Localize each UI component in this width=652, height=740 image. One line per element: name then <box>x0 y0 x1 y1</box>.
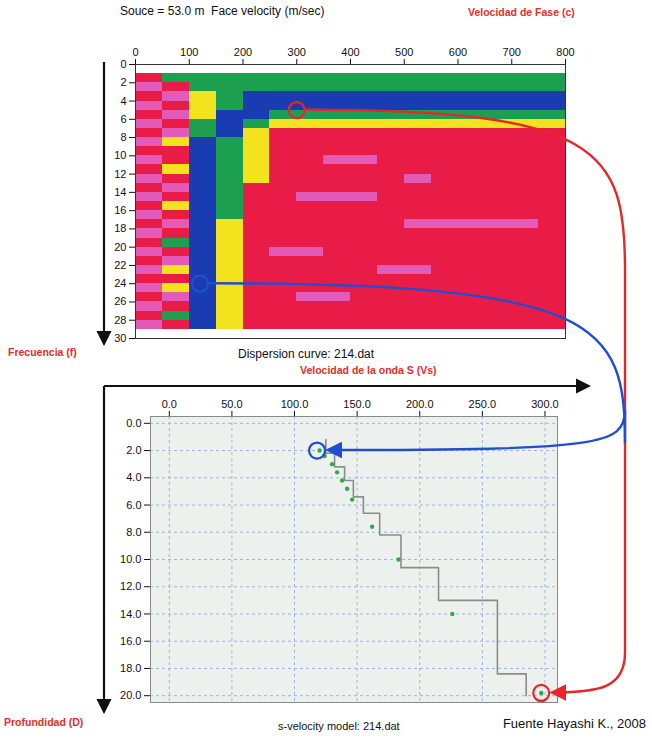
svg-text:300.0: 300.0 <box>531 398 559 410</box>
svg-text:50.0: 50.0 <box>221 398 242 410</box>
svg-text:100.0: 100.0 <box>281 398 309 410</box>
svg-text:10.0: 10.0 <box>120 553 141 565</box>
svg-text:8.0: 8.0 <box>126 526 141 538</box>
svg-text:0: 0 <box>120 58 126 70</box>
svg-text:250.0: 250.0 <box>469 398 497 410</box>
svg-text:4: 4 <box>120 95 126 107</box>
svg-text:28: 28 <box>114 314 126 326</box>
html-text:s-velocity model: 214.dat: s-velocity model: 214.dat <box>278 720 400 732</box>
svg-text:2.0: 2.0 <box>126 444 141 456</box>
svg-text:700: 700 <box>503 46 521 58</box>
html-text:Dispersion curve: 214.dat: Dispersion curve: 214.dat <box>238 347 375 361</box>
html-text:Souce = 53.0 m Face velocity (: Souce = 53.0 m Face velocity (m/sec) <box>120 4 325 18</box>
svg-text:0.0: 0.0 <box>162 398 177 410</box>
svg-text:800: 800 <box>556 46 574 58</box>
svg-text:0: 0 <box>132 46 138 58</box>
svg-text:20.0: 20.0 <box>120 689 141 701</box>
svg-text:500: 500 <box>395 46 413 58</box>
svg-text:14: 14 <box>114 186 126 198</box>
svg-text:20: 20 <box>114 241 126 253</box>
svg-text:200: 200 <box>234 46 252 58</box>
svg-text:26: 26 <box>114 295 126 307</box>
svg-text:600: 600 <box>449 46 467 58</box>
svg-text:150.0: 150.0 <box>343 398 371 410</box>
svg-text:8: 8 <box>120 131 126 143</box>
svg-text:22: 22 <box>114 259 126 271</box>
svg-text:24: 24 <box>114 277 126 289</box>
svg-text:10: 10 <box>114 149 126 161</box>
svg-text:18.0: 18.0 <box>120 662 141 674</box>
svg-text:30: 30 <box>114 332 126 344</box>
svg-text:6.0: 6.0 <box>126 499 141 511</box>
svg-text:18: 18 <box>114 222 126 234</box>
svg-text:6: 6 <box>120 113 126 125</box>
svg-text:14.0: 14.0 <box>120 607 141 619</box>
html-text:Frecuencia (f): Frecuencia (f) <box>8 346 77 358</box>
html-text:Profundidad (D): Profundidad (D) <box>4 716 84 728</box>
html-text:Velocidad de la onda S (Vs): Velocidad de la onda S (Vs) <box>300 364 437 376</box>
html-text:Velocidad de Fase (c): Velocidad de Fase (c) <box>468 6 575 18</box>
svg-text:100: 100 <box>180 46 198 58</box>
svg-text:12: 12 <box>114 168 126 180</box>
svg-text:16: 16 <box>114 204 126 216</box>
svg-text:200.0: 200.0 <box>406 398 434 410</box>
svg-text:400: 400 <box>341 46 359 58</box>
svg-text:4.0: 4.0 <box>126 471 141 483</box>
svg-text:12.0: 12.0 <box>120 580 141 592</box>
html-text:Fuente Hayashi K., 2008: Fuente Hayashi K., 2008 <box>502 716 646 731</box>
svg-text:300: 300 <box>288 46 306 58</box>
svg-text:0.0: 0.0 <box>126 417 141 429</box>
svg-text:16.0: 16.0 <box>120 635 141 647</box>
svg-text:2: 2 <box>120 76 126 88</box>
